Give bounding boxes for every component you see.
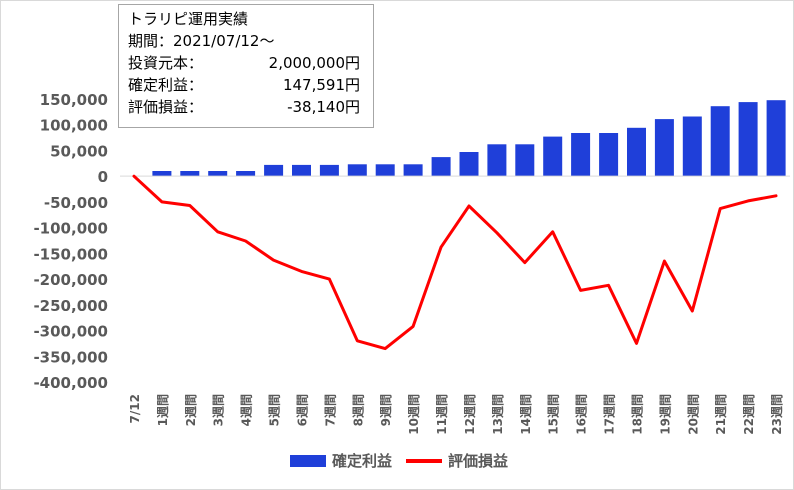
legend-item-realized: 確定利益 — [290, 450, 392, 471]
summary-unrealized-row: 評価損益： -38,140円 — [128, 96, 373, 118]
bar-realized-7 — [319, 164, 339, 177]
y-tick-label: -50,000 — [44, 194, 108, 212]
bar-realized-19 — [654, 119, 674, 177]
summary-principal-row: 投資元本： 2,000,000円 — [128, 52, 373, 74]
bar-realized-6 — [292, 164, 311, 177]
bar-realized-20 — [682, 116, 702, 177]
unrealized-pl-value: -38,140円 — [287, 98, 360, 116]
bar-realized-22 — [738, 102, 758, 177]
y-tick-label: 50,000 — [50, 143, 108, 161]
y-tick-label: 150,000 — [40, 91, 108, 109]
bar-realized-17 — [599, 133, 619, 177]
bar-realized-23 — [766, 100, 786, 177]
x-tick-label: 10週間 — [406, 394, 421, 435]
legend-line-swatch — [406, 458, 443, 463]
x-tick-label: 21週間 — [713, 394, 728, 435]
y-tick-label: -100,000 — [33, 220, 108, 238]
x-tick-label: 5週間 — [267, 394, 282, 426]
x-tick-label: 16週間 — [574, 394, 589, 435]
bar-realized-8 — [347, 164, 367, 177]
x-tick-label: 8週間 — [350, 394, 365, 426]
y-tick-labels: 150,000 100,000 50,000 0 -50,000 -100,000 -150… — [33, 91, 108, 392]
x-tick-label: 18週間 — [630, 394, 645, 435]
x-tick-label: 19週間 — [657, 394, 672, 435]
bar-realized-18 — [627, 127, 646, 177]
x-tick-label: 23週間 — [769, 394, 784, 435]
x-tick-label: 6週間 — [295, 394, 310, 426]
x-tick-label: 17週間 — [602, 394, 617, 435]
bar-realized-2 — [180, 171, 200, 177]
bar-realized-21 — [710, 106, 730, 177]
x-tick-label: 2週間 — [183, 394, 198, 426]
x-tick-label: 14週間 — [518, 394, 533, 435]
bar-realized-5 — [264, 164, 284, 177]
x-tick-label: 1週間 — [155, 394, 170, 426]
x-tick-label: 11週間 — [434, 394, 449, 435]
summary-period: 期間：2021/07/12～ — [128, 32, 275, 50]
principal-value: 2,000,000円 — [268, 54, 360, 72]
legend-bar-swatch — [290, 454, 326, 467]
summary-period-row: 期間：2021/07/12～ — [128, 30, 373, 52]
y-tick-label: -150,000 — [33, 245, 108, 263]
x-tick-label: 4週間 — [239, 394, 254, 426]
x-tick-label: 7/12 — [128, 394, 142, 423]
y-tick-label: -200,000 — [33, 271, 108, 289]
y-tick-label: -300,000 — [33, 323, 108, 341]
x-tick-label: 3週間 — [211, 394, 226, 426]
realized-profit-value: 147,591円 — [282, 76, 360, 94]
x-tick-labels: 7/12 1週間 2週間 3週間 4週間 5週間 6週間 7週間 8週間 9週間 10週間 11週間 1… — [128, 394, 784, 435]
y-tick-label: -350,000 — [33, 348, 108, 366]
line-layer — [132, 174, 778, 351]
bar-realized-9 — [375, 164, 395, 177]
y-tick-label: 100,000 — [40, 117, 108, 135]
bar-realized-12 — [459, 152, 479, 177]
bar-realized-10 — [403, 164, 423, 177]
y-tick-label: -400,000 — [33, 374, 108, 392]
bar-realized-3 — [208, 171, 228, 177]
bar-realized-16 — [571, 133, 591, 177]
bar-realized-13 — [487, 144, 507, 177]
realized-profit-label: 確定利益： — [128, 76, 204, 94]
legend-unrealized-label: 評価損益 — [448, 452, 509, 470]
bar-realized-4 — [236, 171, 256, 177]
legend-realized-label: 確定利益 — [332, 452, 393, 470]
summary-realized-row: 確定利益： 147,591円 — [128, 74, 373, 96]
y-tick-label: 0 — [98, 168, 108, 186]
performance-summary-box: トラリピ運用実績 期間：2021/07/12～ 投資元本： 2,000,000円… — [118, 4, 374, 128]
x-tick-label: 13週間 — [490, 394, 505, 435]
chart-legend: 確定利益 評価損益 — [290, 450, 522, 471]
line-unrealized — [132, 174, 778, 351]
legend-item-unrealized: 評価損益 — [406, 450, 508, 471]
summary-title-row: トラリピ運用実績 — [128, 8, 373, 30]
x-tick-label: 15週間 — [546, 394, 561, 435]
x-tick-label: 7週間 — [322, 394, 337, 426]
bars-layer — [152, 100, 786, 177]
x-tick-label: 12週間 — [462, 394, 477, 435]
x-tick-label: 9週間 — [378, 394, 393, 426]
principal-label: 投資元本： — [128, 54, 204, 72]
bar-realized-11 — [431, 157, 451, 177]
bar-realized-15 — [543, 136, 563, 177]
bar-realized-14 — [515, 144, 535, 177]
x-tick-label: 20週間 — [685, 394, 700, 435]
y-tick-label: -250,000 — [33, 297, 108, 315]
unrealized-pl-label: 評価損益： — [128, 98, 204, 116]
summary-title: トラリピ運用実績 — [128, 10, 249, 28]
x-tick-label: 22週間 — [741, 394, 756, 435]
bar-realized-1 — [152, 171, 172, 177]
